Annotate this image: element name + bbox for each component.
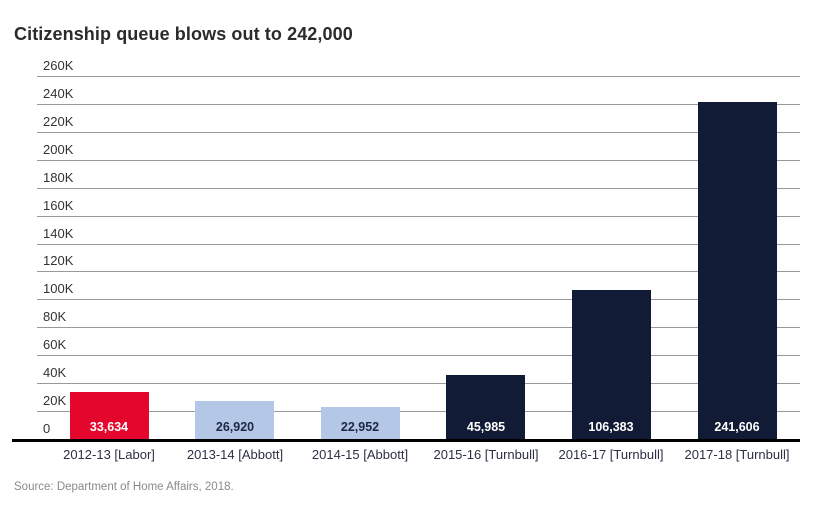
y-axis-tick-label: 0	[43, 421, 51, 436]
bar	[698, 102, 777, 439]
gridline	[37, 160, 800, 161]
x-axis-category-label: 2014-15 [Abbott]	[311, 447, 409, 462]
y-axis-tick-label: 60K	[43, 337, 67, 352]
gridline	[37, 327, 800, 328]
y-axis-tick-label: 200K	[43, 142, 74, 157]
y-axis-tick-label: 140K	[43, 226, 74, 241]
bar	[195, 401, 274, 439]
gridline	[37, 383, 800, 384]
gridline	[37, 104, 800, 105]
x-axis-category-label: 2015-16 [Turnbull]	[433, 447, 539, 462]
y-axis-tick-label: 240K	[43, 86, 74, 101]
gridline	[37, 299, 800, 300]
y-axis-tick-label: 220K	[43, 114, 74, 129]
y-axis-tick-label: 180K	[43, 170, 74, 185]
source-note: Source: Department of Home Affairs, 2018…	[14, 481, 234, 493]
gridline	[37, 76, 800, 77]
bar-value-label: 33,634	[89, 420, 129, 434]
x-axis-line	[12, 439, 800, 442]
x-axis-category-label: 2013-14 [Abbott]	[186, 447, 284, 462]
bar-value-label: 45,985	[466, 420, 506, 434]
y-axis-tick-label: 20K	[43, 393, 67, 408]
gridline	[37, 411, 800, 412]
gridline	[37, 355, 800, 356]
y-axis-tick-label: 40K	[43, 365, 67, 380]
bar-value-label: 106,383	[588, 420, 634, 434]
x-axis-category-label: 2016-17 [Turnbull]	[558, 447, 664, 462]
x-axis-category-label: 2012-13 [Labor]	[63, 447, 155, 462]
gridline	[37, 188, 800, 189]
y-axis-tick-label: 260K	[43, 58, 74, 73]
y-axis-tick-label: 120K	[43, 253, 74, 268]
y-axis-tick-label: 160K	[43, 198, 74, 213]
y-axis-tick-label: 80K	[43, 309, 67, 324]
bar-value-label: 26,920	[215, 420, 255, 434]
bar-value-label: 22,952	[340, 420, 380, 434]
bar	[446, 375, 525, 439]
y-axis-tick-label: 100K	[43, 281, 74, 296]
gridline	[37, 271, 800, 272]
bar	[70, 392, 149, 439]
bar	[572, 290, 651, 439]
gridline	[37, 132, 800, 133]
gridline	[37, 216, 800, 217]
gridline	[37, 244, 800, 245]
bar	[321, 407, 400, 439]
bar-value-label: 241,606	[714, 420, 760, 434]
x-axis-category-label: 2017-18 [Turnbull]	[684, 447, 790, 462]
chart-title: Citizenship queue blows out to 242,000	[14, 24, 353, 44]
